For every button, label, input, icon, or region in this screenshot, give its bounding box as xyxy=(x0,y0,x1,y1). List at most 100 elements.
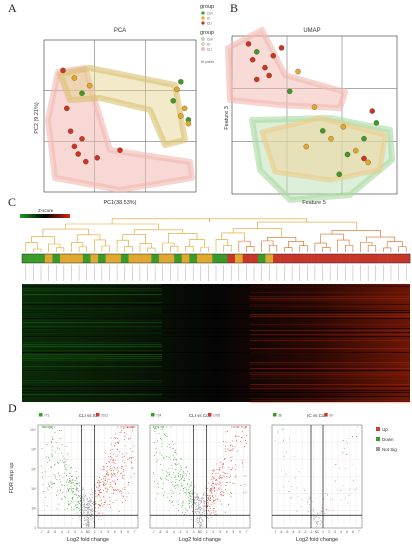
volcano-point xyxy=(102,481,104,483)
volcano-point xyxy=(154,428,156,429)
volcano-point xyxy=(199,507,201,508)
volcano-point xyxy=(92,517,94,519)
point-cli xyxy=(117,147,123,153)
volcano-point xyxy=(349,488,351,490)
heatmap-row-dark xyxy=(22,328,410,329)
volcano-point xyxy=(201,500,203,502)
zscore-scale-bar xyxy=(20,214,70,218)
heatmap-row xyxy=(250,374,410,376)
panel-label-b: B xyxy=(230,1,238,15)
x-tick-label: -1 xyxy=(80,530,83,534)
volcano-point xyxy=(56,508,58,510)
heatmap-dendrogram xyxy=(25,218,407,252)
volcano-point xyxy=(209,497,211,499)
volcano-point xyxy=(228,466,230,468)
volcano-point xyxy=(114,466,115,468)
volcano-point xyxy=(288,480,290,482)
volcano-point xyxy=(186,493,187,495)
volcano-point xyxy=(241,463,243,465)
volcano-point xyxy=(80,500,82,502)
volcano-point xyxy=(111,470,112,471)
volcano-point xyxy=(188,493,190,495)
volcano-point xyxy=(174,463,176,465)
heatmap-row xyxy=(250,398,410,400)
volcano-point xyxy=(319,512,321,514)
dendrogram-branch xyxy=(25,242,38,252)
volcano-point xyxy=(63,458,65,460)
volcano-point xyxy=(158,433,160,435)
volcano-point xyxy=(160,426,162,428)
volcano-point xyxy=(177,503,179,505)
point-con xyxy=(344,151,351,158)
group-cell xyxy=(371,254,380,263)
volcano-point xyxy=(132,451,134,452)
volcano-point xyxy=(174,477,176,479)
volcano-point xyxy=(132,426,134,428)
volcano-point xyxy=(176,464,178,466)
point-ic xyxy=(71,75,78,81)
dendrogram-branch xyxy=(33,248,42,252)
volcano-point xyxy=(59,448,60,450)
volcano-point xyxy=(89,500,91,501)
pca-points-note: 51 points xyxy=(201,60,214,64)
pca-xlabel: PC1(38.53%) xyxy=(103,200,136,206)
volcano-point xyxy=(85,496,87,498)
heatmap-row xyxy=(250,348,410,350)
volcano-point xyxy=(193,487,195,489)
volcano-point xyxy=(193,502,195,504)
volcano-point xyxy=(222,463,224,465)
group-cell xyxy=(318,254,327,263)
group-cell xyxy=(44,254,53,263)
volcano-point xyxy=(161,429,163,431)
volcano-point xyxy=(209,490,211,492)
volcano-point xyxy=(79,494,81,496)
point-cli xyxy=(249,56,256,63)
volcano-point xyxy=(123,455,125,457)
volcano-point xyxy=(187,483,189,485)
volcano-point xyxy=(127,459,129,460)
panel-label-c: C xyxy=(8,195,16,209)
volcano-point xyxy=(74,483,76,485)
volcano-point xyxy=(121,493,122,495)
volcano-point xyxy=(126,496,128,498)
volcano-point xyxy=(189,507,190,509)
volcano-point xyxy=(56,447,58,449)
volcano-point xyxy=(221,503,223,505)
volcano-point xyxy=(66,491,68,493)
volcano-point xyxy=(99,505,101,506)
volcano-point xyxy=(77,482,78,484)
x-tick-label: 6 xyxy=(352,530,354,534)
volcano-point xyxy=(212,482,214,484)
volcano-point xyxy=(127,492,129,494)
volcano-point xyxy=(211,486,213,488)
volcano-point xyxy=(112,501,114,503)
volcano-point xyxy=(64,472,66,474)
volcano-point xyxy=(97,480,99,482)
volcano-point xyxy=(64,509,66,511)
volcano-point xyxy=(118,440,120,442)
volcano-point xyxy=(202,511,204,513)
group-bar-frame xyxy=(21,253,411,264)
volcano-point xyxy=(77,483,79,485)
volcano-point xyxy=(81,502,83,504)
up-count-swatch xyxy=(208,413,212,417)
volcano-point xyxy=(212,478,214,480)
x-tick-label: NC xyxy=(198,530,203,534)
pca-legend-title: group xyxy=(200,4,214,10)
x-tick-label: 2 xyxy=(100,530,102,534)
volcano-point xyxy=(63,462,65,463)
volcano-point xyxy=(62,491,64,493)
volcano-point xyxy=(191,499,193,501)
volcano-point xyxy=(213,487,215,489)
volcano-point xyxy=(233,482,235,484)
dendrogram-branch xyxy=(189,239,205,248)
volcano-point xyxy=(125,465,127,467)
x-tick-label: -2 xyxy=(73,530,76,534)
heatmap-row xyxy=(250,376,410,378)
volcano-point xyxy=(182,475,184,477)
x-tick-label: NC xyxy=(86,530,91,534)
volcano-point xyxy=(118,489,120,491)
volcano-point xyxy=(198,502,199,504)
volcano-point xyxy=(228,450,230,452)
volcano-point xyxy=(83,523,85,525)
